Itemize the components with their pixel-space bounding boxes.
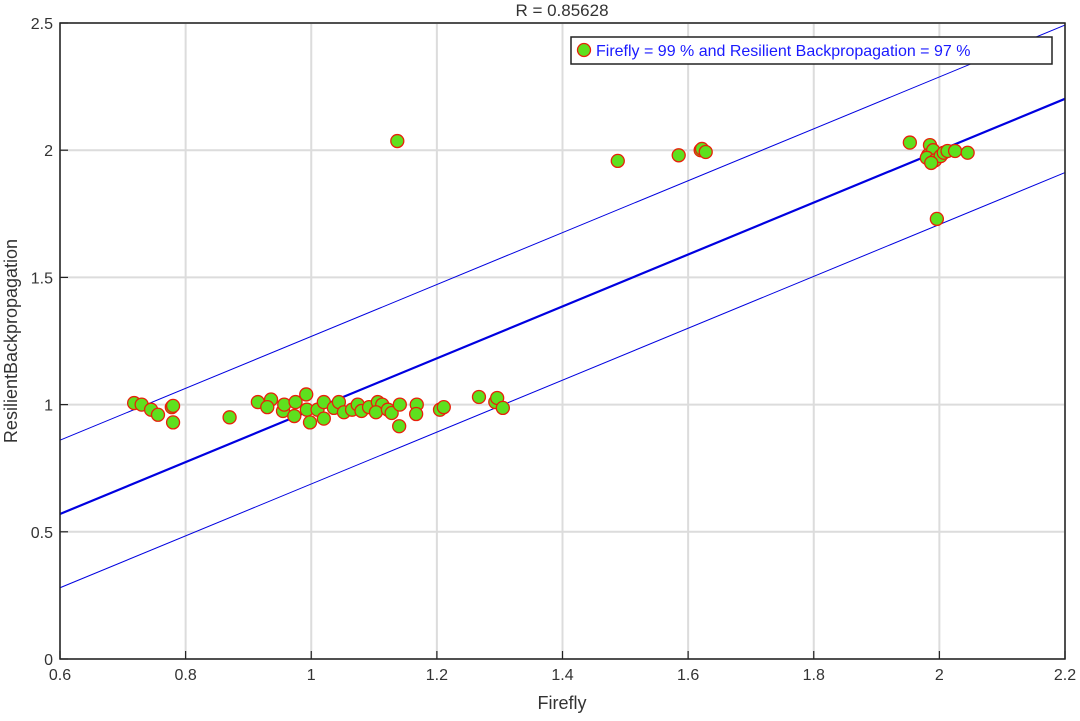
- data-point: [924, 155, 939, 171]
- data-point: [495, 400, 510, 416]
- x-tick-label: 0.6: [49, 667, 71, 684]
- data-point: [471, 389, 487, 405]
- x-tick-label: 2.2: [1054, 667, 1076, 684]
- fit-line: [59, 97, 1066, 516]
- data-point: [260, 399, 275, 415]
- data-point: [671, 148, 686, 163]
- legend-marker: [576, 42, 592, 58]
- y-tick-label: 1.5: [31, 270, 53, 287]
- legend-box: [570, 36, 1053, 65]
- legend-label: Firefly = 99 % and Resilient Backpropaga…: [596, 43, 970, 60]
- data-point: [392, 419, 407, 434]
- x-tick-label: 1.2: [426, 667, 448, 684]
- data-point: [316, 411, 331, 426]
- y-axis-label: ResilientBackpropagation: [1, 239, 21, 443]
- data-point: [222, 410, 237, 425]
- data-point: [299, 387, 314, 402]
- grid: [59, 22, 1066, 660]
- x-tick-label: 1.6: [677, 667, 699, 684]
- lower-bound-line: [59, 172, 1066, 589]
- data-point: [436, 399, 451, 415]
- data-point: [902, 135, 918, 150]
- data-point: [408, 406, 424, 422]
- x-tick-label: 1: [307, 667, 316, 684]
- data-point: [610, 153, 625, 169]
- chart-title: R = 0.85628: [515, 1, 608, 20]
- data-point: [165, 398, 181, 414]
- data-points: [126, 133, 975, 434]
- data-point: [960, 145, 975, 160]
- y-tick-label: 2.5: [31, 16, 53, 33]
- data-point: [302, 415, 318, 430]
- data-point: [390, 133, 405, 149]
- y-tick-label: 2: [44, 143, 53, 160]
- data-point: [392, 397, 407, 412]
- ticks: 0.6 0.8 1 1.2 1.4 1.6 1.8 2 2.2 0 0.5 1 1.5 2 2.5: [31, 16, 1076, 684]
- legend: Firefly = 99 % and Resilient Backpropaga…: [570, 36, 1053, 65]
- x-tick-label: 1.8: [803, 667, 825, 684]
- data-point: [698, 144, 713, 160]
- fit-lines: [59, 24, 1066, 589]
- data-point: [288, 394, 303, 410]
- y-tick-label: 0: [44, 652, 53, 669]
- x-tick-label: 1.4: [551, 667, 573, 684]
- data-point: [165, 415, 181, 430]
- x-tick-label: 0.8: [175, 667, 197, 684]
- data-point: [287, 408, 302, 424]
- data-point: [929, 211, 945, 227]
- y-tick-label: 0.5: [31, 525, 53, 542]
- y-tick-label: 1: [44, 398, 53, 415]
- data-point: [368, 405, 384, 420]
- x-axis-label: Firefly: [538, 693, 587, 713]
- x-tick-label: 2: [935, 667, 944, 684]
- upper-bound-line: [59, 24, 1066, 441]
- data-point: [947, 143, 963, 159]
- data-point: [150, 407, 166, 422]
